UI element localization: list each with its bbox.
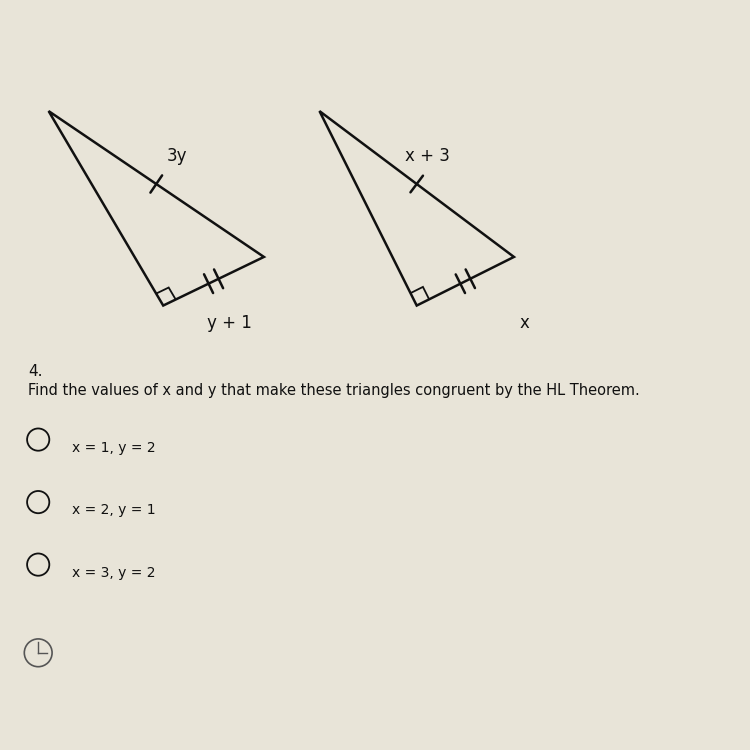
Text: 3y: 3y [166, 147, 188, 165]
Text: x = 1, y = 2: x = 1, y = 2 [71, 441, 155, 455]
Text: x = 2, y = 1: x = 2, y = 1 [71, 503, 155, 518]
Text: x = 3, y = 2: x = 3, y = 2 [71, 566, 155, 580]
Text: 4.: 4. [28, 364, 42, 379]
Text: y + 1: y + 1 [207, 314, 252, 332]
Text: x + 3: x + 3 [405, 147, 449, 165]
Text: x: x [520, 314, 530, 332]
Text: Find the values of x and y that make these triangles congruent by the HL Theorem: Find the values of x and y that make the… [28, 382, 640, 398]
